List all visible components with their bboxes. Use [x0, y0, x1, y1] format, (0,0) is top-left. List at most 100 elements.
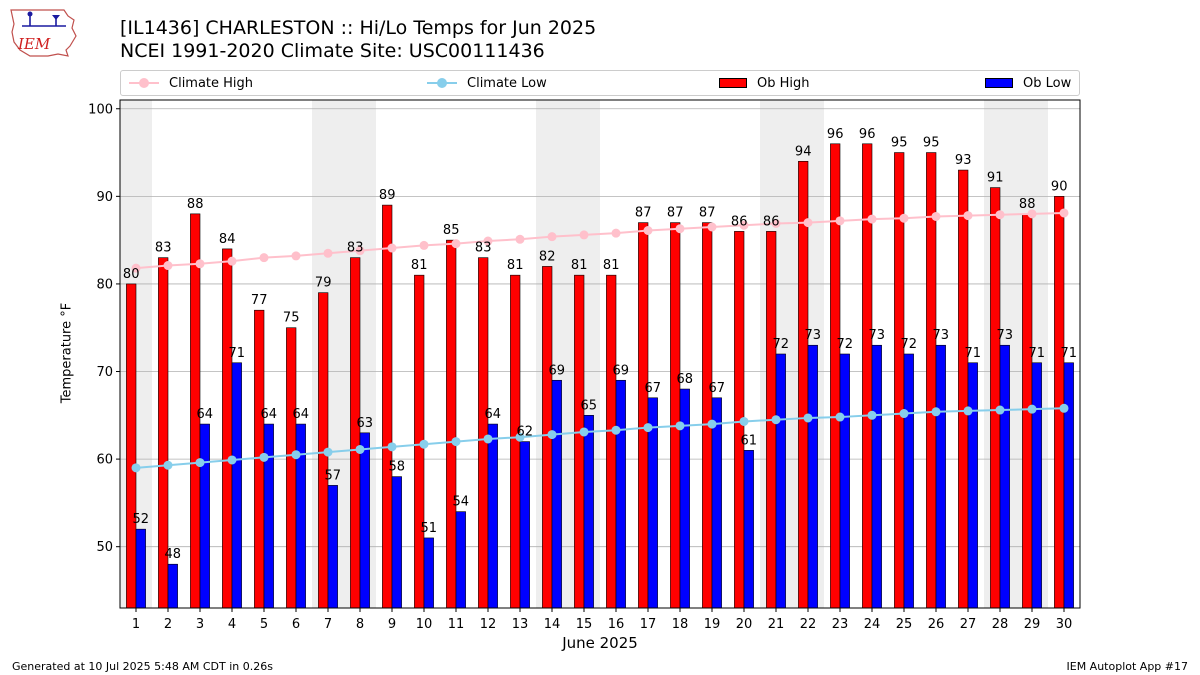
y-tick-label: 50 [96, 540, 113, 555]
point-climate-low [579, 427, 589, 437]
x-tick-label: 9 [388, 617, 396, 632]
point-climate-high [707, 222, 717, 232]
data-label-ob-low: 72 [901, 337, 918, 352]
data-label-ob-low: 51 [421, 521, 438, 536]
x-tick-label: 19 [704, 617, 721, 632]
data-label-ob-low: 69 [549, 363, 566, 378]
bar-ob-low [871, 344, 882, 609]
data-label-ob-low: 71 [229, 346, 246, 361]
data-label-ob-high: 88 [1019, 197, 1036, 212]
data-label-ob-low: 73 [933, 328, 950, 343]
bar-ob-low [327, 485, 338, 609]
logo-dot-icon [27, 11, 33, 17]
bar-ob-high [382, 204, 393, 609]
point-climate-high [867, 214, 877, 224]
x-tick-label: 4 [228, 617, 236, 632]
data-label-ob-low: 64 [197, 407, 214, 422]
y-tick-label: 70 [96, 365, 113, 380]
point-climate-low [195, 458, 205, 468]
data-label-ob-high: 80 [123, 267, 140, 282]
point-climate-low [1059, 403, 1069, 413]
bar-ob-low [455, 511, 466, 609]
data-label-ob-high: 88 [187, 197, 204, 212]
bar-ob-low [935, 344, 946, 609]
legend-swatch-ob-high [719, 78, 747, 88]
x-tick-label: 21 [768, 617, 785, 632]
data-label-ob-high: 84 [219, 232, 236, 247]
data-label-ob-high: 81 [603, 258, 620, 273]
legend-label-ob-low: Ob Low [1023, 75, 1072, 91]
data-label-ob-high: 90 [1051, 179, 1068, 194]
data-label-ob-low: 65 [581, 398, 598, 413]
point-climate-high [771, 218, 781, 228]
data-label-ob-low: 54 [453, 495, 470, 510]
y-tick-label: 100 [88, 102, 113, 117]
bar-ob-high [638, 222, 649, 609]
x-tick-label: 7 [324, 617, 332, 632]
point-climate-high [259, 253, 269, 263]
point-climate-high [387, 243, 397, 253]
bar-ob-high [478, 257, 489, 609]
legend-label-climate-high: Climate High [169, 75, 254, 91]
point-climate-low [707, 419, 717, 429]
data-label-ob-low: 61 [741, 433, 758, 448]
line-climate-high [135, 211, 1065, 270]
data-label-ob-high: 87 [635, 206, 652, 221]
x-tick-label: 16 [608, 617, 625, 632]
x-tick-label: 27 [960, 617, 977, 632]
legend-label-ob-high: Ob High [757, 75, 810, 91]
bar-ob-high [862, 143, 873, 609]
x-tick-label: 2 [164, 617, 172, 632]
point-climate-high [1027, 209, 1037, 219]
bar-ob-low [359, 432, 370, 609]
bar-ob-high [574, 274, 585, 609]
data-label-ob-low: 68 [677, 372, 694, 387]
data-label-ob-high: 75 [283, 311, 300, 326]
bar-ob-low [263, 423, 274, 609]
point-climate-high [739, 220, 749, 230]
point-climate-high [1059, 208, 1069, 218]
bar-ob-low [807, 344, 818, 609]
data-label-ob-high: 95 [891, 136, 908, 151]
data-label-ob-low: 73 [805, 328, 822, 343]
y-axis-label: Temperature °F [59, 302, 75, 404]
x-tick-label: 24 [864, 617, 881, 632]
x-tick-label: 11 [448, 617, 465, 632]
bar-ob-high [702, 222, 713, 609]
data-label-ob-low: 58 [389, 460, 406, 475]
bar-ob-low [199, 423, 210, 609]
data-label-ob-high: 89 [379, 188, 396, 203]
point-climate-low [867, 410, 877, 420]
data-label-ob-high: 79 [315, 276, 332, 291]
bar-ob-low [487, 423, 498, 609]
bar-ob-high [990, 187, 1001, 609]
data-label-ob-low: 69 [613, 363, 630, 378]
data-label-ob-low: 52 [133, 512, 150, 527]
data-label-ob-high: 83 [475, 241, 492, 256]
data-label-ob-high: 87 [667, 206, 684, 221]
bar-ob-high [606, 274, 617, 609]
data-label-ob-low: 48 [165, 547, 182, 562]
x-tick-label: 23 [832, 617, 849, 632]
bar-ob-low [615, 379, 626, 609]
x-tick-label: 20 [736, 617, 753, 632]
point-climate-high [835, 216, 845, 226]
x-tick-label: 26 [928, 617, 945, 632]
point-climate-high [355, 246, 365, 256]
bar-ob-low [423, 537, 434, 609]
bar-ob-high [446, 239, 457, 609]
point-climate-high [195, 259, 205, 269]
point-climate-low [995, 405, 1005, 415]
x-tick-label: 12 [480, 617, 497, 632]
point-climate-high [323, 248, 333, 258]
bar-ob-high [926, 152, 937, 609]
x-tick-label: 5 [260, 617, 268, 632]
x-tick-label: 28 [992, 617, 1009, 632]
data-label-ob-low: 63 [357, 416, 374, 431]
bar-ob-low [231, 362, 242, 609]
x-tick-label: 18 [672, 617, 689, 632]
point-climate-low [451, 437, 461, 447]
bar-ob-high [126, 283, 137, 609]
data-label-ob-low: 57 [325, 468, 342, 483]
point-climate-low [227, 455, 237, 465]
